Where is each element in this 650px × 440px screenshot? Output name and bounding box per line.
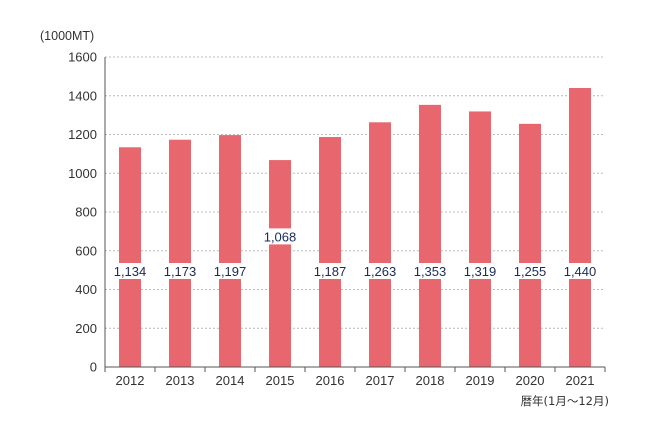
- x-axis-title: 暦年(1月〜12月): [521, 394, 609, 408]
- y-tick-label: 1400: [68, 88, 97, 103]
- bar-2012: [119, 147, 141, 367]
- y-tick-label: 600: [75, 243, 97, 258]
- value-label-bg: [410, 263, 450, 279]
- y-tick-label: 1000: [68, 166, 97, 181]
- value-label-2018: 1,353: [414, 264, 447, 279]
- bar-2013: [169, 139, 191, 367]
- y-axis-tick-labels: 0 200 400 600 800 1000 1200 1400 1600: [68, 50, 97, 375]
- x-tick-label: 2019: [466, 373, 495, 388]
- x-tick-label: 2021: [566, 373, 595, 388]
- bar-2014: [219, 135, 241, 367]
- y-tick-label: 200: [75, 321, 97, 336]
- x-tick-label: 2015: [266, 373, 295, 388]
- x-tick-label: 2020: [516, 373, 545, 388]
- y-unit-label: (1000MT): [40, 29, 94, 43]
- value-label-2012: 1,134: [114, 264, 147, 279]
- value-label-2014: 1,197: [214, 264, 247, 279]
- axes: [104, 57, 606, 372]
- value-label-bg: [210, 263, 250, 279]
- value-label-bg: [110, 263, 150, 279]
- value-label-bg: [360, 263, 400, 279]
- value-label-2020: 1,255: [514, 264, 547, 279]
- value-label-bg: [260, 228, 300, 245]
- value-labels: 1,134 1,173 1,197 1,068 1,187 1,263 1,353 1,319…: [110, 228, 600, 279]
- y-tick-label: 1200: [68, 127, 97, 142]
- x-tick-label: 2016: [316, 373, 345, 388]
- bar-2018: [419, 104, 441, 367]
- value-label-2016: 1,187: [314, 264, 347, 279]
- value-label-bg: [560, 263, 600, 279]
- bar-2019: [469, 111, 491, 367]
- value-label-bg: [460, 263, 500, 279]
- value-label-2015: 1,068: [264, 229, 297, 244]
- x-tick-label: 2017: [366, 373, 395, 388]
- x-tick-label: 2013: [166, 373, 195, 388]
- y-tick-label: 1600: [68, 50, 97, 65]
- x-tick-label: 2018: [416, 373, 445, 388]
- value-label-bg: [310, 263, 350, 279]
- value-label-2021: 1,440: [564, 264, 597, 279]
- bar-2015: [269, 160, 291, 367]
- y-tick-label: 0: [90, 360, 97, 375]
- bars: [119, 88, 591, 367]
- x-tick-label: 2014: [216, 373, 245, 388]
- bar-2017: [369, 122, 391, 367]
- value-label-bg: [160, 263, 200, 279]
- value-label-bg: [510, 263, 550, 279]
- bar-2020: [519, 123, 541, 367]
- y-tick-label: 400: [75, 282, 97, 297]
- value-label-2013: 1,173: [164, 264, 197, 279]
- bar-2016: [319, 137, 341, 367]
- x-axis-tick-labels: 2012 2013 2014 2015 2016 2017 2018 2019 2020 2021: [116, 373, 595, 388]
- bar-2021: [569, 88, 591, 367]
- x-tick-label: 2012: [116, 373, 145, 388]
- value-label-2017: 1,263: [364, 264, 397, 279]
- value-label-2019: 1,319: [464, 264, 497, 279]
- y-tick-label: 800: [75, 205, 97, 220]
